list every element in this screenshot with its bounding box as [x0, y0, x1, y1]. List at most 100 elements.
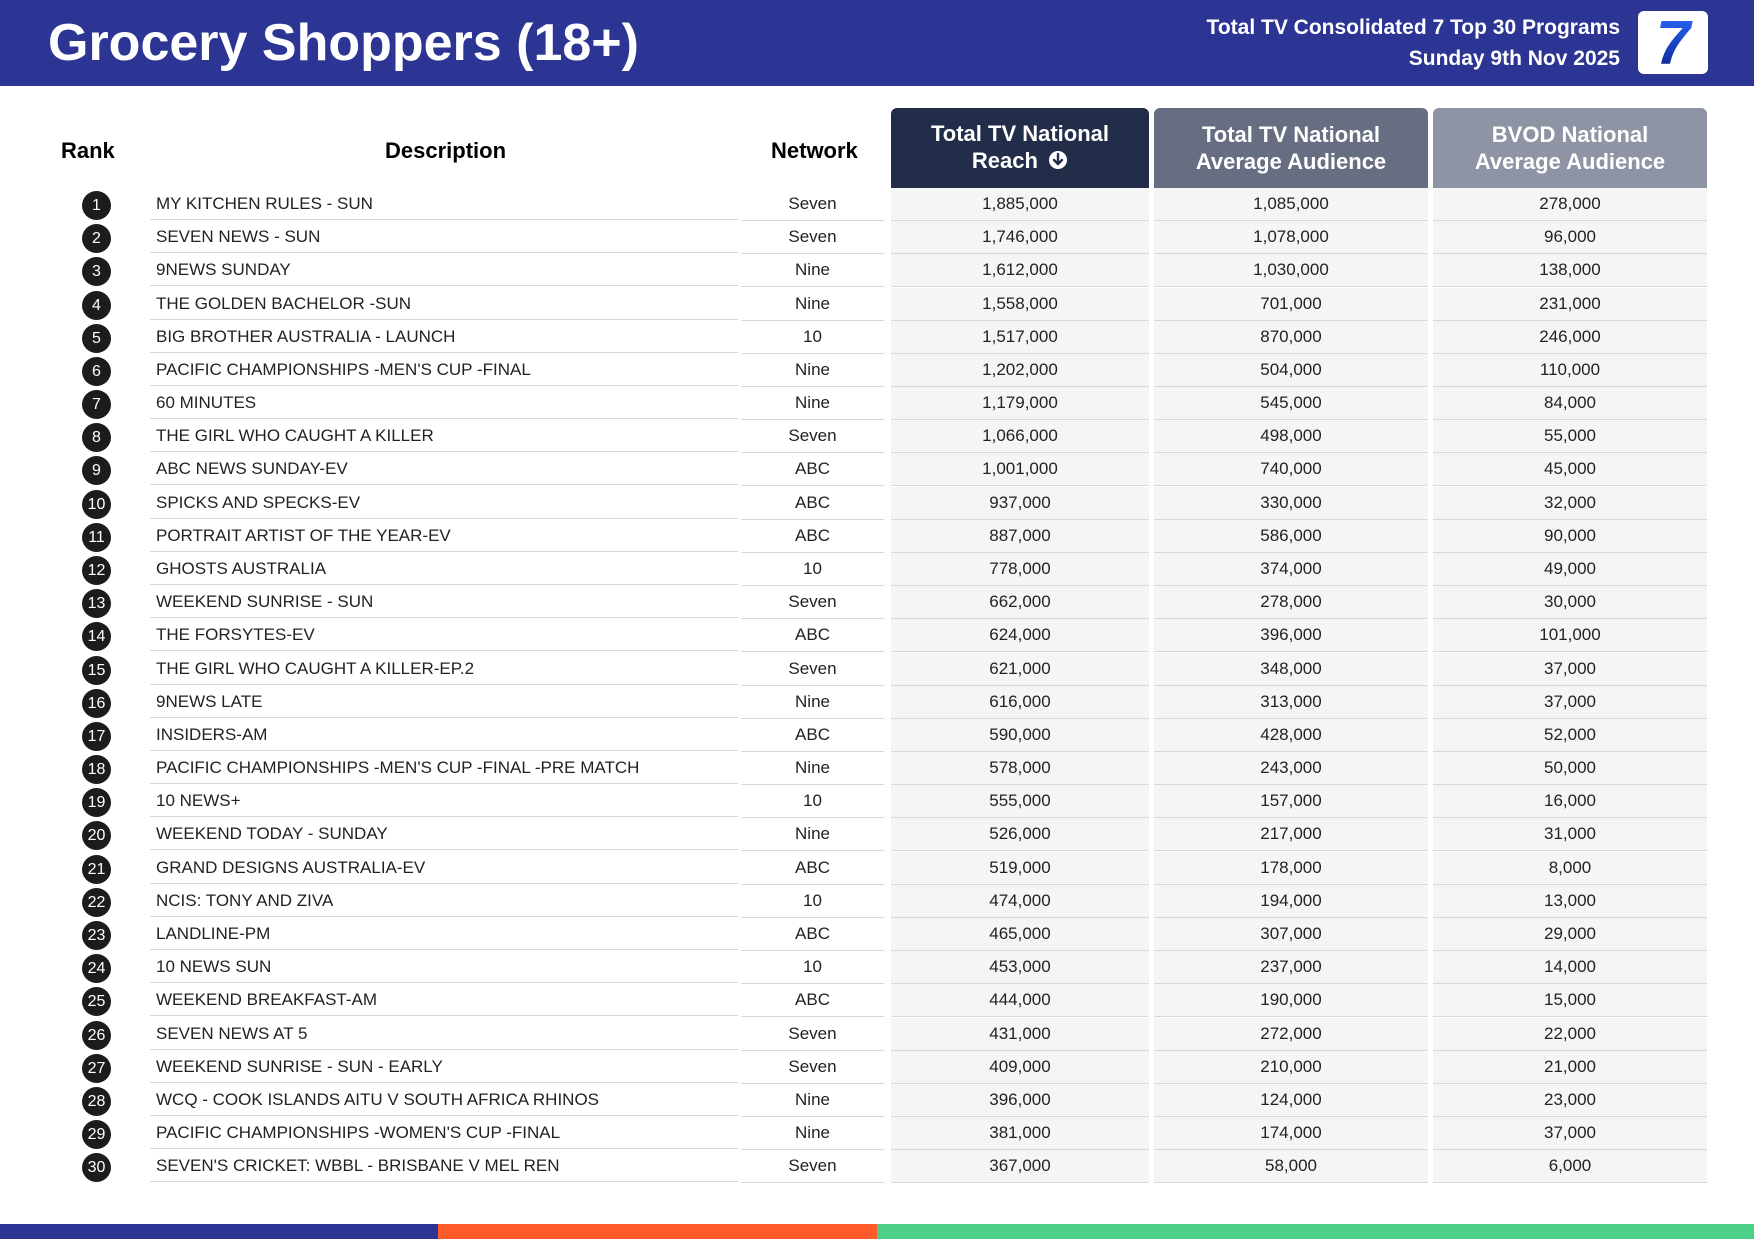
program-description: 10 NEWS SUN — [150, 951, 738, 983]
table-row[interactable]: 29 PACIFIC CHAMPIONSHIPS -WOMEN'S CUP -FI… — [0, 1117, 1754, 1150]
table-row[interactable]: 12 GHOSTS AUSTRALIA 10 778,000 374,000 49,000 — [0, 553, 1754, 586]
rank-badge: 30 — [82, 1153, 111, 1182]
program-description: BIG BROTHER AUSTRALIA - LAUNCH — [150, 321, 738, 353]
reach-cell: 474,000 — [891, 885, 1149, 918]
table-row[interactable]: 16 9NEWS LATE Nine 616,000 313,000 37,000 — [0, 686, 1754, 719]
reach-cell: 1,885,000 — [891, 188, 1149, 221]
network-cell: ABC — [741, 487, 884, 520]
bvod-cell: 21,000 — [1433, 1051, 1707, 1084]
reach-cell: 778,000 — [891, 553, 1149, 586]
avg-audience-cell: 307,000 — [1154, 918, 1428, 951]
table-row[interactable]: 10 SPICKS AND SPECKS-EV ABC 937,000 330,000 3… — [0, 487, 1754, 520]
network-cell: ABC — [741, 918, 884, 951]
rank-column-header: Rank — [61, 138, 115, 163]
table-row[interactable]: 26 SEVEN NEWS AT 5 Seven 431,000 272,000 22,0… — [0, 1018, 1754, 1051]
reach-cell: 1,746,000 — [891, 221, 1149, 254]
table-row[interactable]: 11 PORTRAIT ARTIST OF THE YEAR-EV ABC 887,0… — [0, 520, 1754, 553]
table-row[interactable]: 14 THE FORSYTES-EV ABC 624,000 396,000 101,00… — [0, 619, 1754, 652]
table-row[interactable]: 6 PACIFIC CHAMPIONSHIPS -MEN'S CUP -FINAL… — [0, 354, 1754, 387]
reach-column-header[interactable]: Total TV National Reach — [891, 108, 1149, 188]
rank-badge: 25 — [82, 987, 111, 1016]
rank-badge: 11 — [82, 523, 111, 552]
table-row[interactable]: 15 THE GIRL WHO CAUGHT A KILLER-EP.2 Seven… — [0, 653, 1754, 686]
network-cell: ABC — [741, 852, 884, 885]
network-cell: 10 — [741, 951, 884, 984]
rank-badge: 16 — [82, 689, 111, 718]
network-cell: Seven — [741, 221, 884, 254]
network-cell: ABC — [741, 984, 884, 1017]
avg-audience-cell: 174,000 — [1154, 1117, 1428, 1150]
rank-badge: 15 — [82, 656, 111, 685]
rank-badge: 18 — [82, 755, 111, 784]
table-row[interactable]: 22 NCIS: TONY AND ZIVA 10 474,000 194,000 13,… — [0, 885, 1754, 918]
table-row[interactable]: 2 SEVEN NEWS - SUN Seven 1,746,000 1,078,000… — [0, 221, 1754, 254]
reach-cell: 1,612,000 — [891, 254, 1149, 287]
bvod-cell: 50,000 — [1433, 752, 1707, 785]
report-date: Sunday 9th Nov 2025 — [1408, 47, 1620, 70]
table-row[interactable]: 17 INSIDERS-AM ABC 590,000 428,000 52,000 — [0, 719, 1754, 752]
table-row[interactable]: 9 ABC NEWS SUNDAY-EV ABC 1,001,000 740,000 45… — [0, 453, 1754, 486]
network-cell: Nine — [741, 818, 884, 851]
bvod-cell: 31,000 — [1433, 818, 1707, 851]
program-description: SEVEN NEWS AT 5 — [150, 1018, 738, 1050]
rank-badge: 23 — [82, 921, 111, 950]
network-cell: ABC — [741, 619, 884, 652]
rank-badge: 5 — [82, 324, 111, 353]
table-row[interactable]: 30 SEVEN'S CRICKET: WBBL - BRISBANE V MEL… — [0, 1150, 1754, 1183]
program-description: MY KITCHEN RULES - SUN — [150, 188, 738, 220]
table-row[interactable]: 28 WCQ - COOK ISLANDS AITU V SOUTH AFRICA… — [0, 1084, 1754, 1117]
rank-badge: 3 — [82, 257, 111, 286]
rank-badge: 22 — [82, 888, 111, 917]
bvod-cell: 231,000 — [1433, 288, 1707, 321]
table-row[interactable]: 5 BIG BROTHER AUSTRALIA - LAUNCH 10 1,517,0… — [0, 321, 1754, 354]
bvod-column-header[interactable]: BVOD National Average Audience — [1433, 108, 1707, 188]
avg-audience-cell: 237,000 — [1154, 951, 1428, 984]
program-description: NCIS: TONY AND ZIVA — [150, 885, 738, 917]
table-row[interactable]: 25 WEEKEND BREAKFAST-AM ABC 444,000 190,000 1… — [0, 984, 1754, 1017]
reach-cell: 1,179,000 — [891, 387, 1149, 420]
table-row[interactable]: 1 MY KITCHEN RULES - SUN Seven 1,885,000 1,0… — [0, 188, 1754, 221]
rank-badge: 6 — [82, 357, 111, 386]
table-row[interactable]: 4 THE GOLDEN BACHELOR -SUN Nine 1,558,000 70… — [0, 288, 1754, 321]
table-row[interactable]: 3 9NEWS SUNDAY Nine 1,612,000 1,030,000 138,0… — [0, 254, 1754, 287]
rank-badge: 21 — [82, 855, 111, 884]
network-cell: Seven — [741, 653, 884, 686]
table-row[interactable]: 13 WEEKEND SUNRISE - SUN Seven 662,000 278,0… — [0, 586, 1754, 619]
program-description: THE GIRL WHO CAUGHT A KILLER-EP.2 — [150, 653, 738, 685]
reach-cell: 887,000 — [891, 520, 1149, 553]
table-row[interactable]: 20 WEEKEND TODAY - SUNDAY Nine 526,000 217,0… — [0, 818, 1754, 851]
page-header: Grocery Shoppers (18+) Total TV Consolid… — [0, 0, 1754, 86]
avg-audience-cell: 243,000 — [1154, 752, 1428, 785]
avg-audience-cell: 272,000 — [1154, 1018, 1428, 1051]
bvod-cell: 32,000 — [1433, 487, 1707, 520]
program-description: SEVEN NEWS - SUN — [150, 221, 738, 253]
avg-audience-cell: 701,000 — [1154, 288, 1428, 321]
avg-audience-cell: 157,000 — [1154, 785, 1428, 818]
footer-bar-blue — [0, 1224, 438, 1239]
program-description: GRAND DESIGNS AUSTRALIA-EV — [150, 852, 738, 884]
program-description: LANDLINE-PM — [150, 918, 738, 950]
footer-bar-orange — [438, 1224, 877, 1239]
table-row[interactable]: 21 GRAND DESIGNS AUSTRALIA-EV ABC 519,000 17… — [0, 852, 1754, 885]
avg-audience-cell: 330,000 — [1154, 487, 1428, 520]
seven-logo-glyph: 7 — [1656, 11, 1693, 74]
bvod-cell: 23,000 — [1433, 1084, 1707, 1117]
bvod-header-line1: BVOD National — [1491, 122, 1649, 147]
table-row[interactable]: 24 10 NEWS SUN 10 453,000 237,000 14,000 — [0, 951, 1754, 984]
rank-badge: 17 — [82, 722, 111, 751]
table-row[interactable]: 27 WEEKEND SUNRISE - SUN - EARLY Seven 409,… — [0, 1051, 1754, 1084]
table-row[interactable]: 23 LANDLINE-PM ABC 465,000 307,000 29,000 — [0, 918, 1754, 951]
rank-badge: 7 — [82, 390, 111, 419]
sort-down-icon[interactable] — [1048, 149, 1068, 176]
table-row[interactable]: 8 THE GIRL WHO CAUGHT A KILLER Seven 1,066,… — [0, 420, 1754, 453]
avg-audience-cell: 545,000 — [1154, 387, 1428, 420]
table-row[interactable]: 19 10 NEWS+ 10 555,000 157,000 16,000 — [0, 785, 1754, 818]
network-cell: Seven — [741, 586, 884, 619]
reach-header-line2: Reach — [971, 148, 1038, 174]
table-row[interactable]: 18 PACIFIC CHAMPIONSHIPS -MEN'S CUP -FINA… — [0, 752, 1754, 785]
table-row[interactable]: 7 60 MINUTES Nine 1,179,000 545,000 84,000 — [0, 387, 1754, 420]
avg-audience-column-header[interactable]: Total TV National Average Audience — [1154, 108, 1428, 188]
footer-bar-green — [877, 1224, 1754, 1239]
avg-audience-cell: 498,000 — [1154, 420, 1428, 453]
network-cell: ABC — [741, 520, 884, 553]
